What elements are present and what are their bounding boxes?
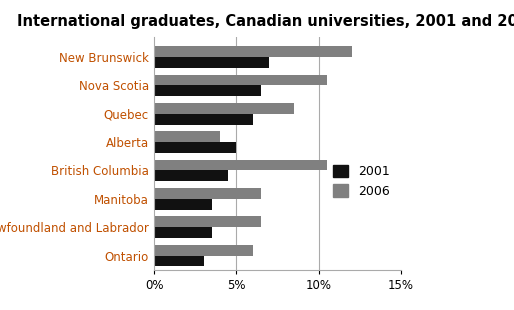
- Bar: [154, 255, 204, 266]
- Bar: [154, 75, 327, 85]
- Bar: [154, 160, 327, 171]
- Bar: [154, 57, 269, 68]
- Bar: [154, 245, 253, 255]
- Bar: [154, 46, 352, 57]
- Bar: [154, 216, 261, 227]
- Bar: [154, 142, 236, 153]
- Bar: [154, 170, 228, 181]
- Bar: [154, 131, 220, 142]
- Bar: [154, 103, 294, 114]
- Bar: [154, 188, 261, 199]
- Title: International graduates, Canadian universities, 2001 and 2006: International graduates, Canadian univer…: [17, 14, 514, 29]
- Bar: [154, 227, 212, 238]
- Bar: [154, 85, 261, 96]
- Bar: [154, 114, 253, 125]
- Bar: [154, 199, 212, 210]
- Legend: 2001, 2006: 2001, 2006: [328, 160, 395, 203]
